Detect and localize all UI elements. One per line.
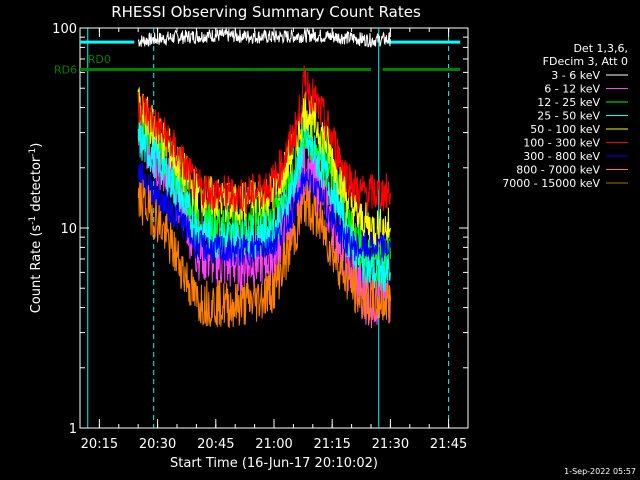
x-tick-label-0: 20:15	[81, 437, 118, 452]
y-tick-label-0: 1	[69, 422, 77, 437]
legend-entry-800-7000-kev: 800 - 7000 keV	[516, 164, 600, 177]
y-axis-label: Count Rate (s-1 detector-1)	[28, 143, 44, 314]
legend-entry-6-12-kev: 6 - 12 keV	[544, 83, 600, 96]
legend-entry-50-100-kev: 50 - 100 keV	[530, 123, 600, 136]
series-line-3-6-kev	[137, 27, 391, 48]
series-line-100-300-kev	[137, 65, 391, 215]
x-tick-label-2: 20:45	[197, 437, 234, 452]
x-tick-label-5: 21:30	[372, 437, 409, 452]
y-axis-label-main: Count Rate (s	[29, 225, 44, 314]
legend-entry-300-800-kev: 300 - 800 keV	[523, 150, 600, 163]
legend-header-line-2: FDecim 3, Att 0	[543, 55, 628, 68]
x-tick-label-6: 21:45	[430, 437, 467, 452]
x-axis: 20:15 20:30 20:45 21:00 21:15 21:30 21:45	[79, 28, 469, 452]
x-tick-label-4: 21:15	[313, 437, 350, 452]
flag-label-rd0: RD0	[88, 53, 111, 66]
x-tick-label-3: 21:00	[255, 437, 292, 452]
legend-header-line-1: Det 1,3,6,	[573, 42, 628, 55]
series-line-800-7000-kev	[137, 179, 391, 329]
legend-entry-100-300-kev: 100 - 300 keV	[523, 137, 600, 150]
footer-timestamp: 1-Sep-2022 05:57	[564, 467, 636, 476]
y-axis: 1 10 100	[52, 22, 468, 437]
legend-entry-12-25-kev: 12 - 25 keV	[537, 96, 600, 109]
y-axis-label-superscript-2: -1	[28, 148, 38, 157]
y-axis-label-close: )	[29, 143, 44, 148]
chart-title: RHESSI Observing Summary Count Rates	[111, 3, 421, 21]
flag-label-rd6: RD6	[54, 64, 77, 77]
x-tick-label-1: 20:30	[139, 437, 176, 452]
legend-entry-3-6-kev: 3 - 6 keV	[551, 69, 600, 82]
series-line-300-800-kev	[137, 161, 391, 267]
y-tick-label-2: 100	[52, 22, 77, 37]
y-axis-label-superscript: -1	[28, 216, 38, 225]
flag-rows: RD0 RD6	[54, 53, 461, 77]
legend-entry-7000-15000-kev: 7000 - 15000 keV	[502, 177, 600, 190]
series-lines	[137, 27, 391, 329]
y-tick-label-1: 10	[60, 222, 77, 237]
y-axis-label-tail: detector	[29, 156, 44, 216]
legend-entry-25-50-kev: 25 - 50 keV	[537, 110, 600, 123]
plot-area: RD0 RD6	[54, 27, 469, 429]
x-axis-label: Start Time (16-Jun-17 20:10:02)	[170, 456, 378, 471]
